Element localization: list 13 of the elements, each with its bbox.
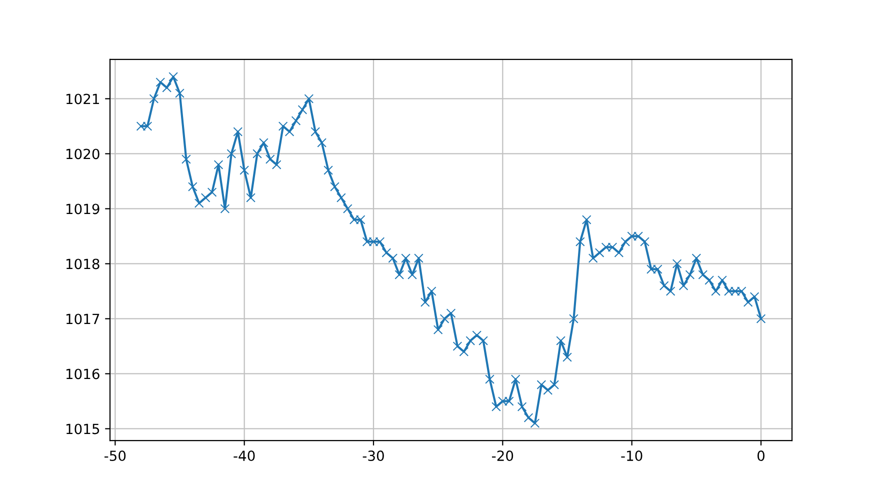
x-tick-label: -50 [104,450,126,462]
x-tick-label: 0 [757,450,764,462]
x-tick-label: -30 [362,450,384,462]
x-tick-label: -10 [621,450,642,462]
x-tick-label: -20 [492,450,514,462]
x-tick-label: -40 [234,450,255,462]
y-tick-label: 1020 [66,148,100,160]
y-tick-label: 1016 [66,368,100,380]
y-tick-label: 1019 [66,204,100,214]
y-tick-label: 1015 [66,424,100,434]
y-tick-label: 1017 [66,314,100,324]
y-tick-label: 1018 [66,258,100,270]
y-tick-label: 1021 [66,94,99,104]
